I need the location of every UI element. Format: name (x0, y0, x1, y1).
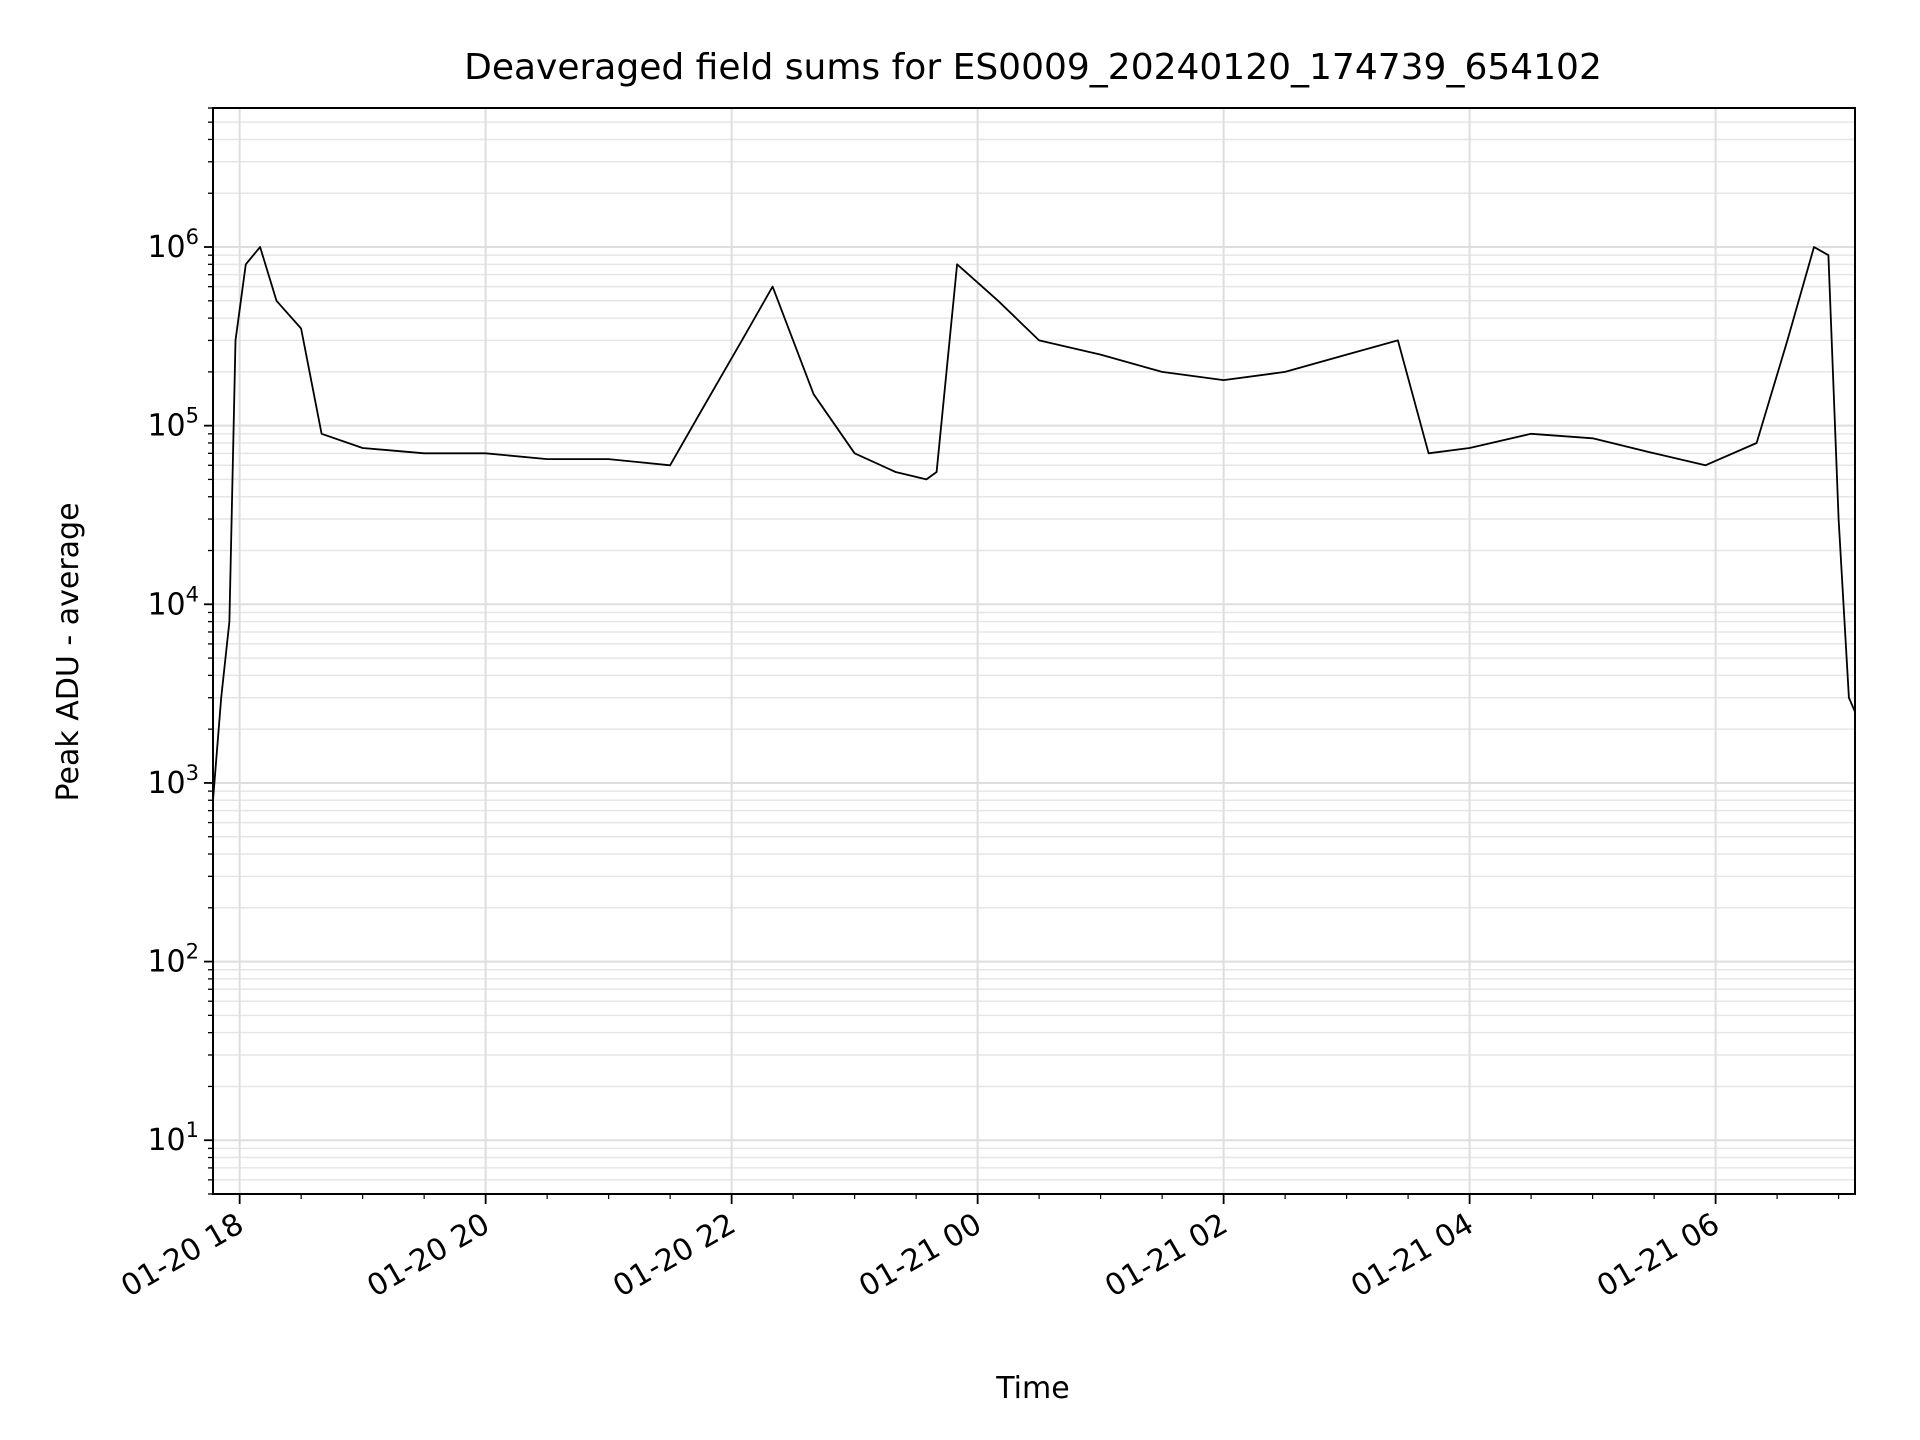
y-axis-label: Peak ADU - average (51, 502, 86, 801)
chart-title: Deaveraged field sums for ES0009_2024012… (464, 47, 1602, 88)
plot-frame (212, 107, 1856, 1195)
y-tick-label: 101 (147, 1118, 199, 1158)
y-tick-label: 106 (147, 225, 199, 265)
y-tick-label: 102 (147, 940, 199, 980)
y-tick-label: 103 (147, 761, 199, 801)
grid (213, 107, 1855, 1195)
y-axis: 101 102 103 104 105 106 (147, 107, 213, 1195)
series-line (212, 246, 1856, 801)
x-axis-label: Time (995, 1371, 1069, 1406)
y-tick-label: 105 (147, 404, 199, 444)
y-tick-label: 104 (147, 582, 199, 622)
series-layer (212, 246, 1856, 801)
